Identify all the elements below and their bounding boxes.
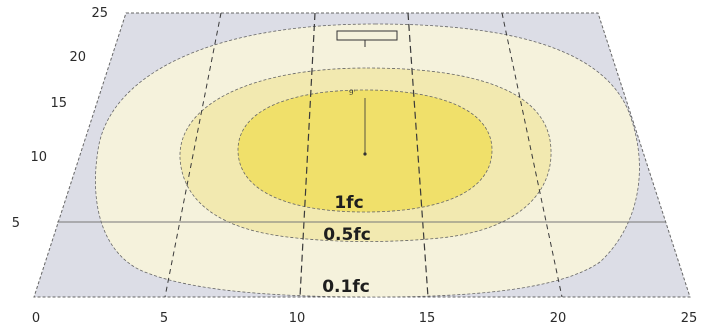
contour-label-0.5fc: 0.5fc: [323, 225, 371, 245]
y-tick-20: 20: [69, 50, 86, 65]
x-tick-0: 0: [32, 311, 40, 326]
grid-line-x10: [299, 12, 316, 298]
y-tick-25: 25: [91, 6, 108, 21]
x-tick-25: 25: [681, 311, 698, 326]
fixture-floor-point: [363, 152, 367, 156]
y-tick-10: 10: [30, 150, 47, 165]
grid-line-x15: [407, 12, 429, 298]
grid-line-x20: [501, 12, 563, 298]
x-tick-20: 20: [550, 311, 567, 326]
x-tick-10: 10: [289, 311, 306, 326]
x-tick-15: 15: [419, 311, 436, 326]
y-tick-15: 15: [50, 96, 67, 111]
x-tick-5: 5: [160, 311, 168, 326]
luminaire-fixture: [336, 30, 398, 41]
fixture-height-label: 9': [349, 89, 355, 97]
contour-label-0.1fc: 0.1fc: [322, 277, 370, 297]
contour-label-1fc: 1fc: [334, 193, 363, 213]
y-tick-5: 5: [12, 216, 20, 231]
grid-line-x5: [164, 12, 222, 298]
